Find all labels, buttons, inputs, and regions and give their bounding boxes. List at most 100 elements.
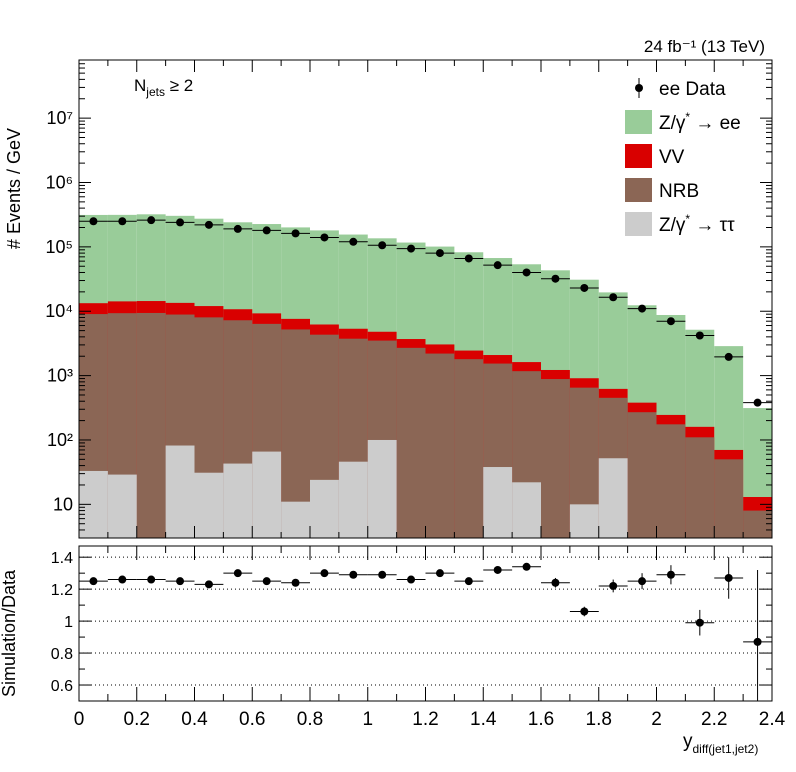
ratio-point-3 — [176, 577, 185, 586]
data-point-17 — [580, 283, 589, 292]
data-point-3 — [176, 218, 185, 227]
legend-label-tail-4: → ττ — [690, 215, 735, 236]
data-point-11 — [407, 244, 416, 253]
x-axis-label: ydiff(jet1,jet2) — [683, 731, 758, 756]
legend-label-main-4: Z/γ — [659, 215, 686, 236]
stack-bar-0-4 — [194, 472, 224, 538]
ratio-point-6 — [262, 577, 271, 586]
legend-label-tail-1: → ee — [690, 113, 741, 134]
lumi-label: 24 fb⁻¹ (13 TeV) — [644, 37, 765, 56]
stack-bar-0-7 — [281, 501, 310, 538]
stack-bar-0-14 — [483, 467, 513, 538]
ratio-point-17 — [580, 607, 589, 616]
legend-label-sup-1: * — [685, 110, 690, 124]
stack-bar-1-11 — [396, 347, 426, 538]
data-point-14 — [493, 261, 502, 270]
stack-bar-0-15 — [512, 482, 541, 538]
x-tick-label-12: 2.4 — [759, 709, 786, 730]
data-point-18 — [609, 293, 618, 302]
legend-label-sup-4: * — [685, 212, 690, 226]
legend-label-main-3: NRB — [659, 181, 699, 202]
upper-ytick-label-6: 10⁷ — [46, 108, 73, 128]
selection-main: N — [134, 76, 146, 95]
data-point-2 — [147, 216, 156, 225]
legend-label-main-1: Z/γ — [659, 113, 686, 134]
ratio-point-2 — [147, 575, 156, 584]
x-tick-label-3: 0.6 — [239, 709, 265, 730]
legend-swatch-3 — [625, 178, 652, 202]
stack-bar-0-18 — [598, 458, 628, 538]
legend-label-main-2: VV — [659, 147, 685, 168]
x-tick-label-10: 2 — [651, 709, 662, 730]
x-tick-label-7: 1.4 — [470, 709, 497, 730]
data-point-22 — [724, 352, 733, 361]
ratio-point-11 — [407, 575, 416, 584]
upper-ytick-label-1: 10² — [47, 430, 73, 450]
data-point-16 — [551, 274, 560, 283]
x-tick-label-6: 1.2 — [412, 709, 438, 730]
legend-label-3: NRB — [659, 181, 699, 202]
ratio-point-5 — [233, 569, 242, 578]
stack-bar-1-12 — [425, 353, 455, 538]
data-point-1 — [118, 217, 127, 226]
x-tick-label-8: 1.6 — [528, 709, 554, 730]
ratio-point-22 — [724, 573, 733, 582]
legend-swatch-4 — [625, 212, 652, 236]
ratio-point-19 — [638, 577, 647, 586]
upper-ytick-label-0: 10 — [53, 494, 73, 514]
stack-bar-1-13 — [454, 359, 484, 538]
data-point-15 — [522, 268, 531, 277]
ratio-point-15 — [522, 562, 531, 571]
data-point-20 — [666, 317, 675, 326]
data-point-19 — [638, 304, 647, 313]
upper-plot-frame — [78, 59, 773, 539]
data-point-12 — [435, 249, 444, 258]
data-point-13 — [464, 254, 473, 263]
x-axis-label-sub: diff(jet1,jet2) — [693, 742, 759, 756]
x-axis-label-main: y — [683, 731, 693, 752]
ratio-point-16 — [551, 578, 560, 587]
data-point-23 — [753, 398, 762, 407]
stack-bar-1-2 — [136, 312, 166, 538]
legend-label-4: Z/γ* → ττ — [659, 212, 735, 236]
data-point-8 — [320, 233, 329, 242]
lower-ytick-label-1: 0.8 — [51, 646, 73, 663]
upper-ytick-label-4: 10⁵ — [46, 237, 73, 257]
lower-ytick-label-4: 1.4 — [51, 550, 73, 567]
legend-label-0: ee Data — [659, 79, 726, 100]
stack-bar-0-1 — [107, 474, 137, 538]
ratio-point-7 — [291, 578, 300, 587]
upper-ytick-label-3: 10⁴ — [45, 301, 73, 321]
ratio-point-14 — [493, 565, 502, 574]
x-tick-label-1: 0.2 — [124, 709, 150, 730]
lower-ytick-label-0: 0.6 — [51, 678, 73, 695]
data-point-10 — [378, 241, 387, 250]
legend-label-2: VV — [659, 147, 685, 168]
ratio-point-9 — [349, 570, 358, 579]
data-point-4 — [204, 220, 213, 229]
data-point-9 — [349, 237, 358, 246]
stack-bar-0-3 — [165, 445, 195, 538]
upper-plot-area: 10 10² 10³ 10⁴ 10⁵ 10⁶ 10⁷ — [45, 59, 773, 539]
data-point-7 — [291, 229, 300, 238]
stack-bar-0-8 — [310, 479, 339, 538]
stack-bar-0-10 — [367, 439, 397, 538]
upper-ytick-label-2: 10³ — [47, 366, 73, 386]
selection-sub: jets — [145, 85, 165, 99]
stack-bar-1-21 — [685, 437, 715, 538]
x-tick-label-5: 1 — [362, 709, 373, 730]
ratio-point-20 — [666, 570, 675, 579]
stack-bar-0-5 — [223, 463, 253, 538]
legend-swatch-1 — [625, 110, 652, 134]
ratio-point-1 — [118, 575, 127, 584]
stack-bar-0-17 — [569, 504, 599, 538]
selection-rest: ≥ 2 — [165, 76, 193, 95]
data-point-5 — [233, 224, 242, 233]
ratio-point-13 — [464, 577, 473, 586]
upper-ytick-label-5: 10⁶ — [46, 172, 73, 192]
lower-y-axis-label: Simulation/Data — [0, 569, 19, 697]
selection-label: Njets ≥ 2 — [134, 76, 193, 99]
data-point-21 — [695, 331, 704, 340]
legend-swatch-2 — [625, 144, 652, 168]
